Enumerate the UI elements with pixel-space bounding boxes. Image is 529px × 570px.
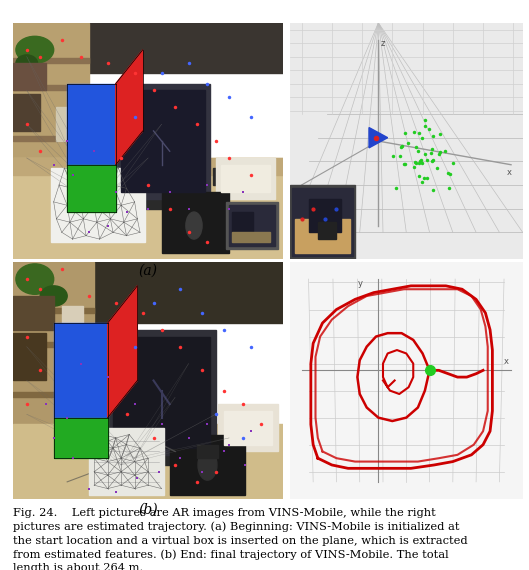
- Bar: [295, 219, 350, 253]
- Bar: [13, 136, 89, 141]
- Polygon shape: [108, 286, 138, 418]
- Ellipse shape: [198, 450, 217, 480]
- Bar: [62, 306, 84, 347]
- Bar: [13, 63, 45, 91]
- Bar: [13, 333, 45, 381]
- Polygon shape: [116, 50, 143, 165]
- Bar: [72, 168, 105, 192]
- Ellipse shape: [16, 36, 54, 63]
- Ellipse shape: [16, 55, 38, 72]
- Bar: [13, 23, 89, 192]
- Bar: [13, 425, 283, 499]
- Polygon shape: [108, 330, 216, 455]
- Bar: [218, 404, 278, 451]
- Text: Fig. 24.    Left pictures are AR images from VINS-Mobile, while the right
pictur: Fig. 24. Left pictures are AR images fro…: [13, 508, 468, 570]
- Polygon shape: [54, 418, 108, 458]
- Bar: [221, 165, 270, 192]
- Bar: [116, 198, 210, 209]
- Bar: [13, 94, 40, 131]
- Bar: [308, 198, 341, 233]
- Bar: [226, 202, 278, 249]
- Bar: [197, 445, 218, 458]
- Bar: [67, 431, 94, 451]
- Bar: [13, 86, 89, 91]
- Text: y: y: [358, 279, 362, 288]
- Bar: [292, 188, 353, 256]
- Text: x: x: [504, 357, 509, 365]
- Ellipse shape: [186, 212, 202, 239]
- Text: x: x: [506, 168, 512, 177]
- Bar: [13, 392, 94, 397]
- Polygon shape: [121, 91, 205, 192]
- Text: (a): (a): [139, 263, 158, 278]
- Polygon shape: [116, 84, 210, 198]
- Polygon shape: [67, 165, 116, 212]
- Polygon shape: [54, 323, 108, 418]
- Ellipse shape: [16, 264, 54, 294]
- Bar: [232, 233, 270, 242]
- Bar: [290, 185, 355, 259]
- Bar: [13, 296, 54, 330]
- Bar: [229, 205, 275, 246]
- Polygon shape: [67, 84, 116, 165]
- Bar: [108, 455, 216, 465]
- Polygon shape: [369, 128, 388, 148]
- Bar: [13, 158, 283, 259]
- Ellipse shape: [40, 286, 67, 306]
- Text: (b): (b): [138, 503, 158, 517]
- Bar: [318, 222, 336, 239]
- Bar: [213, 168, 245, 185]
- Bar: [13, 58, 89, 63]
- Bar: [13, 23, 283, 74]
- Bar: [13, 308, 94, 313]
- Bar: [232, 212, 253, 233]
- Bar: [13, 262, 94, 448]
- Bar: [51, 168, 145, 242]
- Bar: [57, 107, 75, 141]
- Bar: [224, 411, 272, 445]
- Bar: [13, 262, 283, 323]
- Bar: [170, 434, 245, 495]
- Bar: [216, 158, 275, 198]
- Polygon shape: [113, 336, 210, 448]
- Bar: [89, 428, 165, 495]
- Text: z: z: [381, 39, 385, 48]
- Bar: [13, 341, 94, 347]
- Bar: [13, 158, 283, 175]
- Bar: [162, 192, 229, 253]
